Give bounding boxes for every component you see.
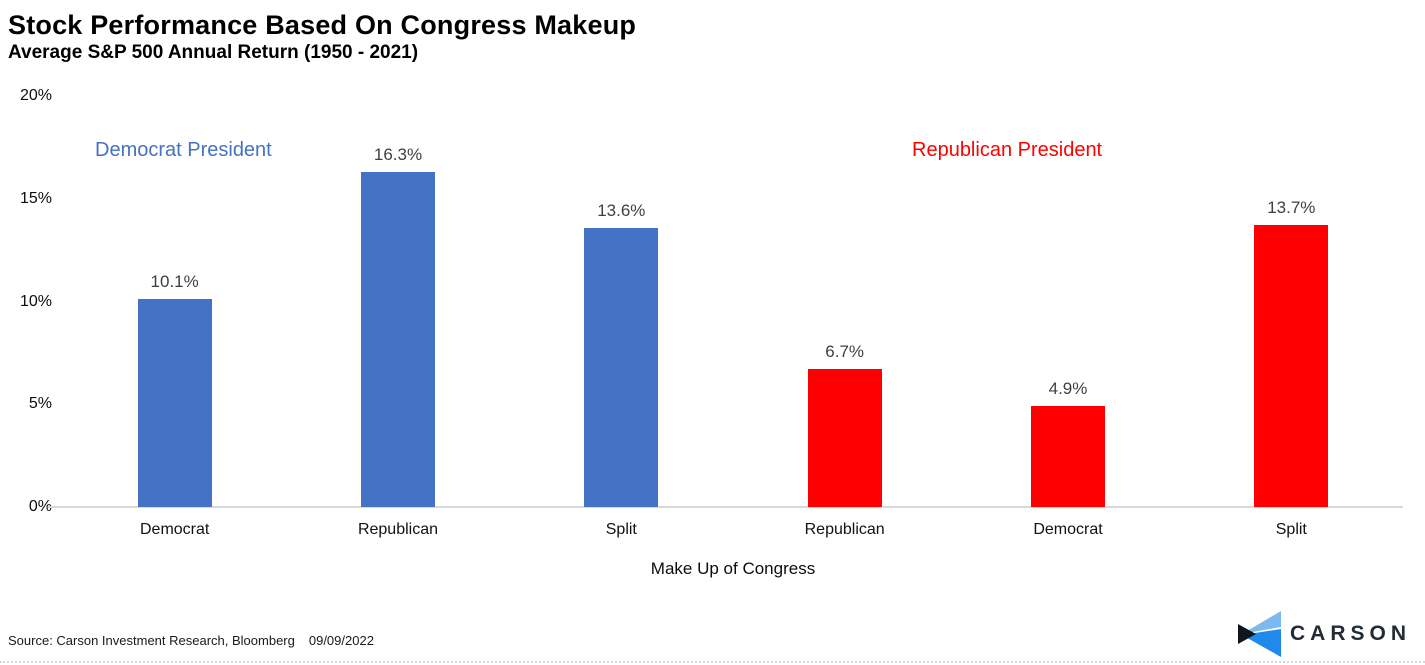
- bar-democrat-0: [137, 299, 212, 507]
- data-label-1: 16.3%: [373, 145, 423, 165]
- source-line: Source: Carson Investment Research, Bloo…: [8, 633, 374, 648]
- source-date: 09/09/2022: [308, 633, 374, 648]
- y-axis: 0% 5% 10% 15% 20%: [0, 87, 52, 515]
- data-label-2: 13.6%: [597, 200, 646, 220]
- source-text: Source: Carson Investment Research, Bloo…: [8, 633, 295, 648]
- carson-logo-icon: [1237, 611, 1281, 657]
- republican-president-label: Republican President: [912, 139, 1103, 161]
- category-label-0: Democrat: [139, 521, 210, 538]
- bar-democrat-4: [1031, 406, 1105, 507]
- y-tick-label-10: 10%: [19, 292, 52, 310]
- bar-republican-3: [807, 369, 882, 507]
- category-label-2: Split: [605, 521, 637, 538]
- x-axis-line: [48, 506, 1403, 508]
- data-label-3: 6.7%: [825, 342, 865, 362]
- x-axis-title: Make Up of Congress: [650, 559, 816, 578]
- bar-republican-1: [361, 172, 435, 507]
- y-tick-label-20: 20%: [19, 87, 52, 104]
- category-label-3: Republican: [804, 521, 885, 538]
- category-label-4: Democrat: [1033, 521, 1103, 538]
- bar-split-5: [1254, 225, 1329, 507]
- chart-title: Stock Performance Based On Congress Make…: [8, 10, 637, 40]
- chart-subtitle: Average S&P 500 Annual Return (1950 - 20…: [8, 42, 419, 63]
- category-label-5: Split: [1275, 521, 1307, 538]
- y-tick-label-0: 0%: [28, 498, 52, 515]
- democrat-president-label: Democrat President: [95, 139, 272, 161]
- bar-split-2: [584, 227, 659, 507]
- carson-logo-text: CARSON: [1289, 622, 1411, 645]
- data-label-5: 13.7%: [1267, 198, 1316, 218]
- category-label-1: Republican: [357, 521, 439, 538]
- data-label-0: 10.1%: [150, 272, 199, 292]
- data-label-4: 4.9%: [1048, 379, 1088, 399]
- y-tick-label-5: 5%: [28, 395, 52, 413]
- carson-logo: CARSON: [1237, 611, 1411, 657]
- bottom-dotted-edge: [0, 661, 1425, 663]
- plot-area: 10.1% Democrat 16.3% Republican 13.6% Split 6.…: [48, 96, 1403, 538]
- y-tick-label-15: 15%: [19, 189, 52, 207]
